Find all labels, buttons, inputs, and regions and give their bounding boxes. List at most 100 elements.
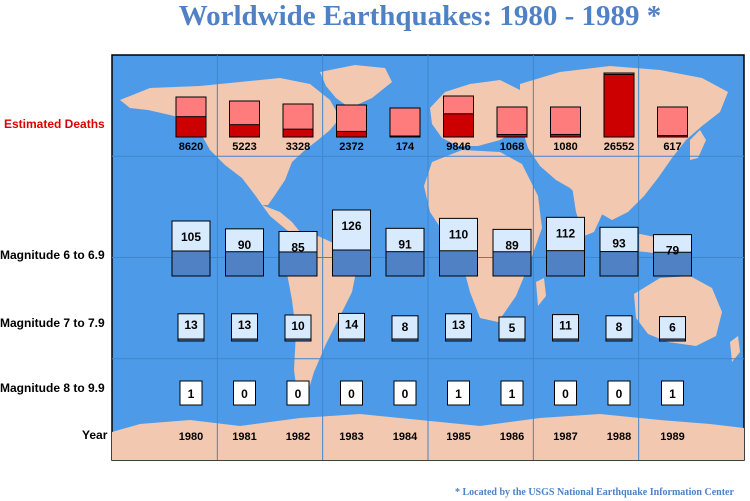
mag7-value-label: 14 [345, 317, 359, 331]
mag6-fill-bar [439, 250, 478, 277]
year-tick-label: 1984 [393, 431, 418, 443]
mag6-value-label: 90 [238, 238, 252, 252]
mag7-value-label: 13 [238, 318, 252, 332]
mag6-fill-bar [278, 251, 318, 277]
deaths-fill-bar [336, 130, 367, 138]
mag7-fill-bar [284, 338, 312, 342]
mag8-value-label: 0 [348, 387, 355, 401]
mag7-box [284, 314, 312, 342]
central-america-landmass [262, 205, 300, 236]
deaths-value-label: 8620 [179, 141, 203, 153]
mag7-box [498, 316, 526, 342]
new-zealand-landmass [730, 336, 740, 362]
mag8-box [286, 380, 310, 406]
mag7-fill-bar [391, 338, 419, 342]
mag7-box [445, 313, 472, 342]
label-estimated-deaths: Estimated Deaths [4, 117, 105, 131]
mag8-box [393, 380, 417, 406]
deaths-fill-bar [389, 135, 421, 138]
mag6-value-label: 93 [612, 236, 626, 250]
mag7-fill-bar [552, 338, 579, 342]
mag6-value-label: 89 [505, 238, 519, 252]
deaths-value-label: 1068 [500, 141, 524, 153]
mag7-fill-bar [498, 338, 526, 342]
mag7-box [391, 315, 419, 342]
deaths-box [657, 106, 688, 138]
greenland-landmass [320, 65, 392, 108]
year-tick-label: 1988 [607, 431, 631, 443]
mag6-fill-bar [332, 249, 371, 277]
mag8-value-label: 1 [455, 387, 462, 401]
world-map [111, 54, 745, 461]
mag6-value-label: 79 [666, 244, 680, 258]
mag8-value-label: 1 [188, 387, 195, 401]
mag7-value-label: 13 [184, 318, 198, 332]
mag6-fill-bar [653, 251, 692, 277]
africa-landmass [424, 150, 542, 322]
mag8-value-label: 0 [402, 387, 409, 401]
mag7-fill-bar [659, 338, 686, 342]
year-tick-label: 1980 [179, 431, 203, 443]
year-tick-label: 1983 [339, 431, 363, 443]
mag6-fill-bar [492, 251, 532, 277]
deaths-value-label: 5223 [232, 141, 256, 153]
year-tick-label: 1981 [232, 431, 256, 443]
mag8-box [554, 380, 577, 406]
deaths-box [389, 107, 421, 138]
mag8-box [179, 380, 203, 406]
mag7-value-label: 5 [509, 321, 516, 335]
deaths-value-label: 2372 [339, 141, 363, 153]
asia-landmass [520, 66, 728, 220]
deaths-value-label: 617 [663, 141, 681, 153]
madagascar-landmass [536, 278, 546, 306]
deaths-fill-bar [175, 116, 207, 138]
mag6-value-label: 110 [449, 227, 469, 241]
mag6-value-label: 126 [341, 219, 361, 233]
year-tick-label: 1987 [553, 431, 577, 443]
mag7-fill-bar [445, 338, 472, 342]
deaths-fill-bar [443, 113, 474, 138]
mag7-value-label: 8 [402, 320, 409, 334]
mag8-value-label: 0 [562, 387, 569, 401]
deaths-value-label: 3328 [286, 141, 310, 153]
year-tick-label: 1982 [286, 431, 310, 443]
source-footnote: * Located by the USGS National Earthquak… [455, 487, 734, 498]
mag8-box [233, 380, 256, 406]
deaths-box [550, 106, 581, 138]
mag6-fill-bar [546, 250, 585, 277]
data-marks: 8620 5223 3328 2372 174 9846 1068 1080 26552 6171… [171, 72, 692, 443]
label-magnitude-7: Magnitude 7 to 7.9 [0, 316, 105, 330]
mag6-value-label: 85 [291, 240, 305, 254]
mag7-box [605, 315, 633, 342]
mag8-value-label: 0 [295, 387, 302, 401]
label-magnitude-6: Magnitude 6 to 6.9 [0, 248, 105, 262]
mag7-fill-bar [177, 338, 205, 342]
australia-landmass [634, 276, 722, 346]
mag8-value-label: 1 [669, 387, 676, 401]
year-tick-label: 1989 [660, 431, 684, 443]
mag7-value-label: 11 [559, 319, 572, 333]
deaths-fill-bar [550, 133, 581, 138]
deaths-value-label: 26552 [604, 141, 635, 153]
mag8-box [661, 380, 684, 406]
mag8-box [500, 380, 524, 406]
mag8-box [340, 380, 363, 406]
label-magnitude-8: Magnitude 8 to 9.9 [0, 381, 105, 395]
mag8-value-label: 0 [241, 387, 248, 401]
mag6-fill-bar [171, 250, 211, 277]
deaths-fill-bar [282, 128, 314, 138]
japan-landmass [690, 130, 706, 160]
mag6-value-label: 112 [556, 226, 576, 240]
chart-title: Worldwide Earthquakes: 1980 - 1989 * [178, 0, 662, 32]
mag7-fill-bar [605, 338, 633, 342]
mag8-value-label: 0 [616, 387, 623, 401]
mag7-value-label: 13 [452, 318, 466, 332]
mag7-box [552, 314, 579, 342]
mag7-fill-bar [231, 338, 258, 342]
mag7-value-label: 8 [616, 320, 623, 334]
mag6-value-label: 91 [398, 237, 412, 251]
mag6-fill-bar [225, 251, 264, 277]
year-tick-label: 1985 [446, 431, 470, 443]
deaths-fill-bar [603, 73, 635, 138]
